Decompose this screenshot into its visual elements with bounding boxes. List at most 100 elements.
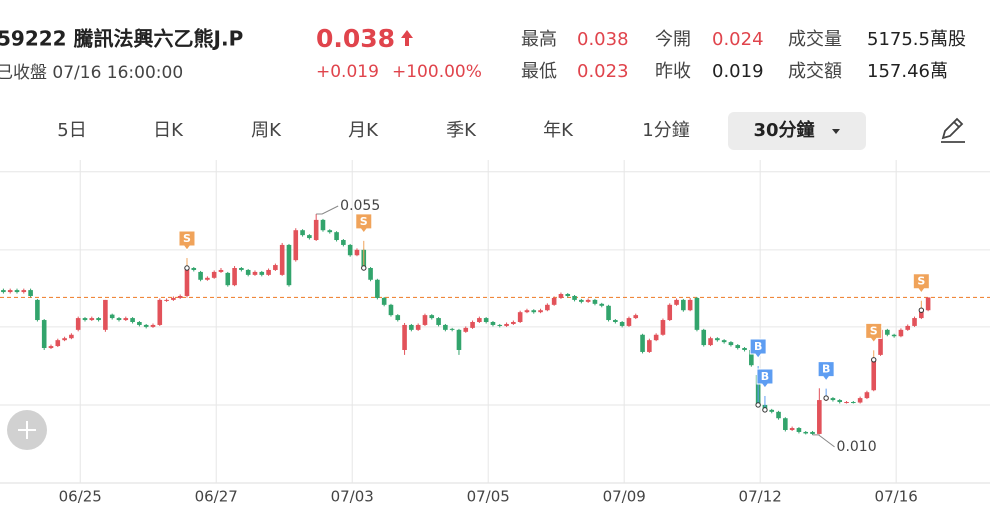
stat-label: 昨收 <box>655 61 691 82</box>
stat-label: 最低 <box>521 61 557 82</box>
candle-body <box>381 297 387 305</box>
candle-body <box>293 230 299 261</box>
candle-body <box>844 402 849 404</box>
candle-body <box>497 324 503 326</box>
candle-body <box>803 431 809 434</box>
candle-body <box>783 418 788 430</box>
candle-body <box>599 303 605 306</box>
candle-body <box>626 318 632 326</box>
candle-body <box>191 268 197 270</box>
annotation-label: 0.010 <box>837 439 877 455</box>
candle-body <box>817 400 822 434</box>
candle-body <box>769 409 775 412</box>
candle-body <box>409 324 414 330</box>
candle-body <box>82 318 88 321</box>
edit-icon[interactable] <box>941 117 965 143</box>
candle-body <box>35 299 40 321</box>
trade-marker <box>865 322 883 344</box>
candle-body <box>640 334 645 352</box>
candle-body <box>776 411 781 419</box>
trade-marker <box>178 230 196 251</box>
x-tick-label: 07/16 <box>875 488 918 506</box>
candle-body <box>75 318 81 330</box>
trade-marker-label: B <box>754 340 762 353</box>
candle-body <box>721 340 727 343</box>
candle-body <box>592 299 598 304</box>
candle-body <box>171 297 176 300</box>
candle-body <box>395 315 401 321</box>
candle-body <box>436 318 441 325</box>
trade-marker-label: S <box>870 324 878 337</box>
stat-label: 最高 <box>521 29 557 50</box>
add-button[interactable] <box>7 410 47 450</box>
candle-body <box>334 232 339 241</box>
pencil <box>941 117 964 140</box>
candle-body <box>205 277 210 280</box>
stat-value: 0.019 <box>712 61 764 82</box>
annotation-leader <box>812 434 835 448</box>
stock-title: 59222 騰訊法興六乙熊J.P <box>0 27 243 51</box>
candle-body <box>252 271 258 275</box>
candle-body <box>524 310 530 313</box>
candle-body <box>511 322 516 324</box>
candle-body <box>232 268 237 286</box>
marker-dot <box>823 395 829 401</box>
candle-body <box>41 320 47 349</box>
candle-body <box>218 269 224 272</box>
tab[interactable]: 1分鐘 <box>642 120 689 141</box>
candle-body <box>796 428 802 432</box>
candle-body <box>259 271 265 275</box>
tab[interactable]: 5日 <box>57 120 86 141</box>
marker-dot <box>918 307 925 313</box>
stat-label: 今開 <box>655 29 691 50</box>
candle-body <box>21 290 27 293</box>
candle-body <box>789 428 795 430</box>
candle-body <box>538 310 543 313</box>
candle-body <box>89 318 95 321</box>
tab-caret <box>832 129 840 134</box>
candle-body <box>687 299 693 311</box>
tab[interactable]: 30分鐘 <box>753 119 814 141</box>
marker-dot <box>184 265 190 271</box>
candle-body <box>851 402 856 404</box>
candle-body <box>341 240 346 245</box>
candle-body <box>694 297 700 330</box>
candle-body <box>449 328 455 330</box>
candle-body <box>150 324 156 327</box>
tab[interactable]: 季K <box>446 120 477 141</box>
candle-body <box>157 299 163 325</box>
period-tabs: 5日 日K 周K 月K 季K 年K 1分鐘 30分鐘 <box>57 112 866 150</box>
tab[interactable]: 月K <box>348 120 379 141</box>
candle-body <box>742 348 747 350</box>
stat-value: 0.038 <box>577 29 629 50</box>
tab[interactable]: 年K <box>543 120 574 141</box>
up-arrow <box>401 30 413 46</box>
candle-body <box>647 340 652 352</box>
stat-value: 0.023 <box>577 61 629 82</box>
candle-body <box>239 268 244 270</box>
candle-body <box>177 295 183 298</box>
trade-marker-label: S <box>183 232 191 245</box>
trade-marker <box>749 338 767 359</box>
candle-body <box>715 338 720 341</box>
candle-body <box>225 272 231 286</box>
tab[interactable]: 日K <box>153 120 184 141</box>
x-tick-label: 06/25 <box>59 488 102 506</box>
annotation-leader <box>316 205 339 215</box>
last-price: 0.038 <box>316 24 395 53</box>
candle-body <box>286 244 292 286</box>
candle-body <box>674 299 679 305</box>
candle-body <box>912 318 917 326</box>
candle-body <box>653 334 659 341</box>
candle-body <box>456 329 462 350</box>
tab[interactable]: 周K <box>251 120 282 141</box>
candle-body <box>545 304 550 311</box>
trade-marker-label: S <box>360 215 368 228</box>
stat-label: 成交額 <box>788 61 842 82</box>
x-tick-label: 07/09 <box>603 488 646 506</box>
candle-body <box>558 294 564 298</box>
candle-body <box>470 322 475 328</box>
candle-body <box>810 431 815 434</box>
price-change-pct: +100.00% <box>392 62 482 82</box>
price-change: +0.019 <box>316 62 379 82</box>
